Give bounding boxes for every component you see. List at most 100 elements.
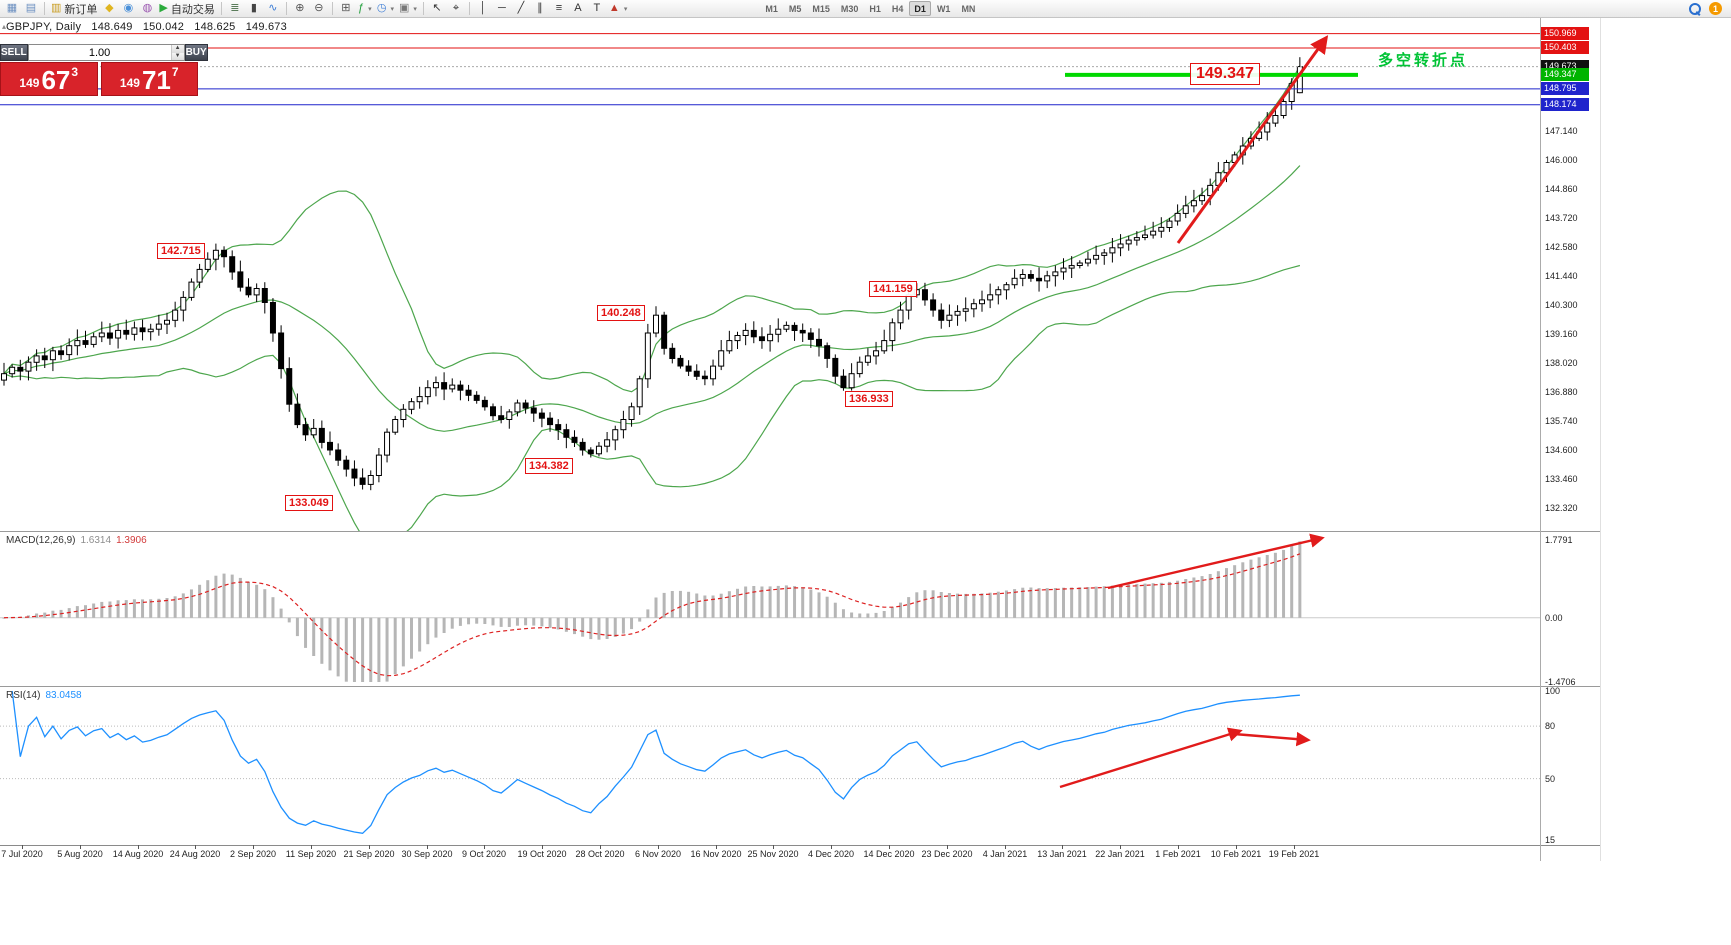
- buy-price-button[interactable]: 149 71 7: [100, 62, 198, 96]
- date-axis-label[interactable]: 19 Oct 2020: [517, 849, 567, 859]
- date-axis-label[interactable]: 5 Aug 2020: [57, 849, 103, 859]
- macd-axis-label[interactable]: 1.7791: [1545, 535, 1573, 545]
- tab-timeframe-H1[interactable]: H1: [869, 3, 881, 14]
- date-axis-label[interactable]: 4 Jan 2021: [982, 849, 1028, 859]
- bar-chart-icon[interactable]: ≣: [226, 1, 244, 17]
- date-axis-label[interactable]: 1 Feb 2021: [1155, 849, 1201, 859]
- tab-timeframe-M15[interactable]: M15: [812, 3, 830, 14]
- candlestick-chart-icon-glyph: ▮: [250, 2, 257, 14]
- price-scale-border[interactable]: [1540, 18, 1541, 861]
- sell-button[interactable]: SELL: [0, 44, 28, 61]
- metaeditor-icon[interactable]: ◆: [100, 1, 118, 17]
- date-axis-label[interactable]: 28 Oct 2020: [575, 849, 625, 859]
- date-axis-label[interactable]: 16 Nov 2020: [690, 849, 742, 859]
- price-axis-label[interactable]: 134.600: [1545, 445, 1578, 455]
- price-axis-label[interactable]: 139.160: [1545, 329, 1578, 339]
- one-click-collapse-arrow[interactable]: ▴: [2, 22, 7, 31]
- rsi-axis-label[interactable]: 50: [1545, 774, 1556, 784]
- cursor-icon[interactable]: ↖: [428, 1, 446, 17]
- price-axis-label[interactable]: 135.740: [1545, 416, 1578, 426]
- label-icon[interactable]: T: [588, 1, 606, 17]
- charts-window-icon[interactable]: ▦: [3, 1, 21, 17]
- tab-timeframe-MN[interactable]: MN: [961, 3, 976, 14]
- volume-down-icon[interactable]: ▼: [171, 52, 184, 60]
- date-axis-label[interactable]: 13 Jan 2021: [1037, 849, 1087, 859]
- date-axis-label[interactable]: 22 Jan 2021: [1095, 849, 1145, 859]
- price-axis-label[interactable]: 141.440: [1545, 271, 1578, 281]
- date-tick: [195, 845, 196, 849]
- hline-icon[interactable]: ─: [493, 1, 511, 17]
- panel-separator[interactable]: [0, 531, 1600, 532]
- date-axis-label[interactable]: 6 Nov 2020: [634, 849, 682, 859]
- macd-axis-label[interactable]: 0.00: [1545, 613, 1563, 623]
- date-axis-label[interactable]: 21 Sep 2020: [343, 849, 395, 859]
- macd-axis-label[interactable]: -1.4706: [1545, 677, 1576, 687]
- channel-icon[interactable]: ∥: [531, 1, 549, 17]
- date-axis-label[interactable]: 4 Dec 2020: [807, 849, 855, 859]
- search-icon[interactable]: [1688, 2, 1701, 15]
- price-axis-label[interactable]: 142.580: [1545, 242, 1578, 252]
- vline-icon[interactable]: │: [474, 1, 492, 17]
- notification-badge[interactable]: 1: [1709, 2, 1722, 15]
- price-axis-label[interactable]: 133.460: [1545, 474, 1578, 484]
- price-chart[interactable]: [0, 18, 1540, 531]
- date-axis-label[interactable]: 30 Sep 2020: [401, 849, 453, 859]
- price-axis-label[interactable]: 146.000: [1545, 155, 1578, 165]
- tab-timeframe-D1[interactable]: D1: [909, 1, 931, 16]
- date-axis-label[interactable]: 11 Sep 2020: [285, 849, 337, 859]
- rsi-axis-label[interactable]: 80: [1545, 721, 1556, 731]
- rsi-axis-label[interactable]: 100: [1545, 686, 1561, 696]
- strategy-tester-icon[interactable]: ◍: [138, 1, 156, 17]
- crosshair-icon[interactable]: ⌖: [447, 1, 465, 17]
- sell-price-button[interactable]: 149 67 3: [0, 62, 98, 96]
- rsi-chart[interactable]: [0, 687, 1540, 844]
- price-axis-label[interactable]: 144.860: [1545, 184, 1578, 194]
- date-axis-separator[interactable]: [0, 845, 1600, 846]
- price-axis-label[interactable]: 136.880: [1545, 387, 1578, 397]
- date-axis-label[interactable]: 19 Feb 2021: [1268, 849, 1320, 859]
- new-order-button[interactable]: ▥ 新订单: [49, 1, 99, 17]
- rsi-axis-label[interactable]: 15: [1545, 835, 1556, 845]
- date-axis-label[interactable]: 10 Feb 2021: [1210, 849, 1262, 859]
- price-axis-label[interactable]: 138.020: [1545, 358, 1578, 368]
- candlestick-chart-icon[interactable]: ▮: [245, 1, 263, 17]
- volume-stepper[interactable]: ▲ ▼: [170, 45, 184, 60]
- tab-timeframe-M30[interactable]: M30: [840, 3, 859, 14]
- zoom-in-icon[interactable]: ⊕: [291, 1, 309, 17]
- text-icon[interactable]: A: [569, 1, 587, 17]
- date-axis-label[interactable]: 7 Jul 2020: [1, 849, 43, 859]
- tab-timeframe-M5[interactable]: M5: [788, 3, 802, 14]
- zoom-out-icon[interactable]: ⊖: [310, 1, 328, 17]
- price-axis-label[interactable]: 140.300: [1545, 300, 1578, 310]
- periods-icon[interactable]: ◷ ▾: [375, 1, 396, 17]
- buy-button[interactable]: BUY: [184, 44, 208, 61]
- volume-input[interactable]: [28, 45, 171, 60]
- date-axis-label[interactable]: 2 Sep 2020: [229, 849, 277, 859]
- price-axis-label[interactable]: 143.720: [1545, 213, 1578, 223]
- panel-separator[interactable]: [0, 686, 1600, 687]
- date-axis-label[interactable]: 25 Nov 2020: [747, 849, 799, 859]
- market-watch-icon[interactable]: ◉: [119, 1, 137, 17]
- fibonacci-icon[interactable]: ≡: [550, 1, 568, 17]
- indicators-icon[interactable]: ƒ ▾: [356, 1, 374, 17]
- shapes-icon[interactable]: ▲ ▾: [607, 1, 629, 17]
- ohlc-close: 149.673: [245, 21, 287, 33]
- trendline-icon[interactable]: ╱: [512, 1, 530, 17]
- date-axis-label[interactable]: 14 Dec 2020: [863, 849, 915, 859]
- price-axis-label[interactable]: 132.320: [1545, 503, 1578, 513]
- line-chart-icon[interactable]: ∿: [264, 1, 282, 17]
- macd-chart[interactable]: [0, 532, 1540, 685]
- date-axis-label[interactable]: 14 Aug 2020: [112, 849, 164, 859]
- tile-windows-icon[interactable]: ⊞: [337, 1, 355, 17]
- auto-trading-button[interactable]: ▶ 自动交易: [157, 1, 216, 17]
- date-axis-label[interactable]: 9 Oct 2020: [461, 849, 507, 859]
- tab-timeframe-H4[interactable]: H4: [891, 3, 904, 14]
- profiles-icon[interactable]: ▤: [22, 1, 40, 17]
- price-axis-label[interactable]: 147.140: [1545, 126, 1578, 136]
- tab-timeframe-M1[interactable]: M1: [765, 3, 778, 14]
- templates-icon[interactable]: ▣ ▾: [397, 1, 419, 17]
- date-axis-label[interactable]: 24 Aug 2020: [169, 849, 221, 859]
- date-axis-label[interactable]: 23 Dec 2020: [921, 849, 973, 859]
- volume-up-icon[interactable]: ▲: [171, 45, 184, 53]
- tab-timeframe-W1[interactable]: W1: [936, 3, 951, 14]
